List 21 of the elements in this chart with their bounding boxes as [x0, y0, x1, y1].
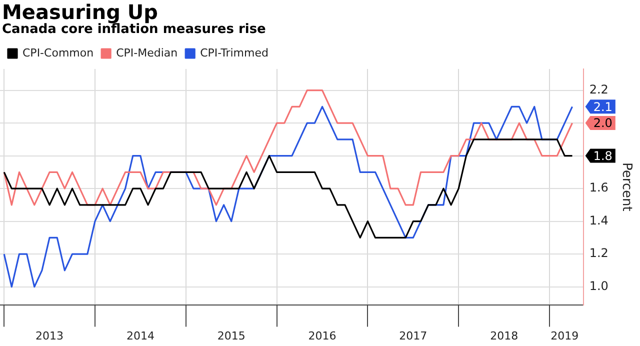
legend-label: CPI-Trimmed — [200, 46, 268, 60]
chart-subtitle: Canada core inflation measures rise — [2, 22, 266, 37]
x-tick-label: 2015 — [217, 329, 246, 342]
data-label: 1.8 — [593, 148, 612, 163]
legend-label: CPI-Median — [116, 46, 178, 60]
y-tick-label: 1.6 — [589, 180, 608, 195]
x-tick-label: 2018 — [490, 329, 518, 342]
y-tick-label: 1.0 — [589, 278, 608, 293]
y-tick-label: 2.2 — [589, 82, 608, 96]
y-tick-label: 1.4 — [589, 213, 608, 228]
y-tick-label: 1.2 — [589, 246, 608, 260]
y-axis-title: Percent — [618, 162, 634, 212]
data-label: 2.0 — [593, 116, 612, 130]
x-tick-label: 2019 — [550, 329, 579, 342]
legend-label: CPI-Common — [22, 46, 94, 60]
chart-title: Measuring Up — [2, 0, 158, 24]
x-tick-label: 2013 — [36, 329, 64, 342]
x-tick-label: 2017 — [399, 329, 428, 342]
x-tick-label: 2014 — [126, 329, 154, 342]
x-tick-label: 2016 — [308, 329, 336, 342]
data-label: 2.1 — [593, 100, 612, 114]
